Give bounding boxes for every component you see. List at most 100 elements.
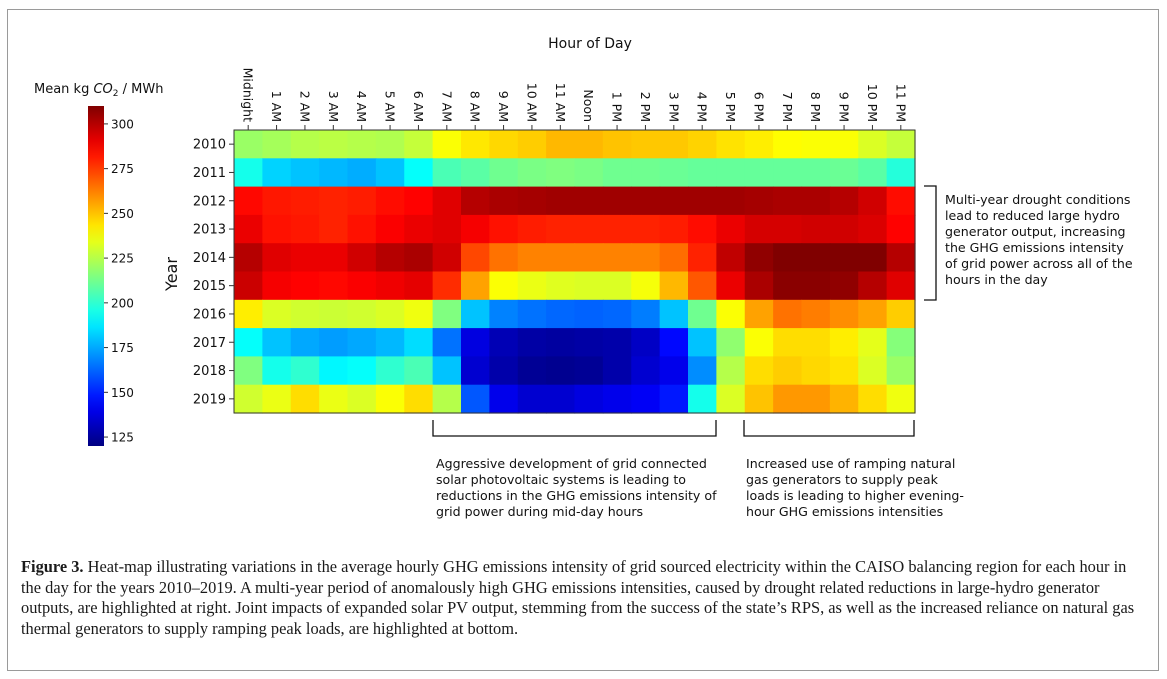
heatmap-cell bbox=[886, 214, 916, 244]
colorbar-tick-label: 150 bbox=[111, 386, 134, 400]
heatmap-cell bbox=[290, 271, 320, 301]
heatmap-cell bbox=[801, 243, 831, 273]
heatmap-cell bbox=[801, 384, 831, 414]
heatmap-cell bbox=[886, 271, 916, 301]
heatmap-cell bbox=[744, 356, 774, 386]
heatmap-cell bbox=[517, 158, 547, 188]
heatmap-cell bbox=[461, 328, 490, 357]
x-tick-label: 6 AM bbox=[411, 91, 426, 122]
heatmap-cell bbox=[801, 214, 831, 244]
heatmap-cell bbox=[546, 186, 576, 216]
x-tick-label: 11 PM bbox=[893, 84, 908, 122]
heatmap-cell bbox=[574, 328, 604, 357]
colorbar-title-sub: 2 bbox=[113, 89, 119, 99]
heatmap-cell bbox=[234, 299, 263, 329]
heatmap-cell bbox=[290, 243, 320, 273]
heatmap-cell bbox=[404, 214, 434, 244]
annotation-right-line: of grid power across all of the bbox=[945, 256, 1133, 271]
bottom-left-bracket bbox=[432, 420, 717, 437]
heatmap-cell bbox=[375, 130, 405, 159]
x-tick-label: 10 AM bbox=[524, 83, 539, 122]
heatmap-cell bbox=[659, 130, 689, 159]
heatmap-cell bbox=[858, 299, 888, 329]
heatmap-cell bbox=[432, 328, 462, 357]
heatmap-cell bbox=[404, 299, 434, 329]
x-tick-label: 5 AM bbox=[383, 91, 398, 122]
heatmap-cell bbox=[574, 271, 604, 301]
heatmap-cell bbox=[829, 271, 859, 301]
heatmap-cell bbox=[347, 214, 377, 244]
annotation-bottom-left-line: grid power during mid-day hours bbox=[436, 504, 643, 519]
heatmap-cell bbox=[886, 384, 916, 414]
right-bracket bbox=[924, 185, 937, 301]
heatmap-cell bbox=[404, 158, 434, 188]
heatmap-cell bbox=[517, 384, 547, 414]
x-tick-label: Noon bbox=[581, 89, 596, 122]
heatmap-cell bbox=[319, 356, 349, 386]
annotation-bottom-right-line: hour GHG emissions intensities bbox=[746, 504, 943, 519]
heatmap-cell bbox=[602, 328, 632, 357]
heatmap-cell bbox=[716, 271, 746, 301]
heatmap-cell bbox=[262, 384, 292, 414]
heatmap-cell bbox=[347, 356, 377, 386]
heatmap-cell bbox=[517, 243, 547, 273]
heatmap-cell bbox=[489, 243, 519, 273]
heatmap-cell bbox=[489, 186, 519, 216]
heatmap-cell bbox=[546, 214, 576, 244]
heatmap-cell bbox=[886, 158, 916, 188]
heatmap-cell bbox=[858, 356, 888, 386]
heatmap-cell bbox=[716, 328, 746, 357]
colorbar-title-prefix: Mean kg bbox=[34, 82, 93, 97]
heatmap-cell bbox=[461, 299, 490, 329]
colorbar-tick-label: 250 bbox=[111, 207, 134, 221]
heatmap-cell bbox=[290, 130, 320, 159]
heatmap-cell bbox=[574, 214, 604, 244]
heatmap-cell bbox=[347, 299, 377, 329]
heatmap-cell bbox=[375, 186, 405, 216]
heatmap-cell bbox=[489, 299, 519, 329]
y-tick-label: 2019 bbox=[193, 392, 226, 407]
heatmap-cell bbox=[574, 356, 604, 386]
heatmap-cell bbox=[602, 384, 632, 414]
heatmap-cell bbox=[716, 186, 746, 216]
heatmap-cell bbox=[886, 356, 916, 386]
heatmap-cell bbox=[688, 328, 717, 357]
heatmap-cell bbox=[319, 214, 349, 244]
heatmap-cell bbox=[659, 299, 689, 329]
x-axis-title: Hour of Day bbox=[548, 36, 632, 52]
heatmap-cell bbox=[290, 356, 320, 386]
caption-label: Figure 3. bbox=[21, 557, 84, 576]
heatmap-cell bbox=[546, 356, 576, 386]
heatmap-cell bbox=[517, 328, 547, 357]
heatmap-cell bbox=[234, 130, 263, 159]
heatmap-cell bbox=[602, 130, 632, 159]
bottom-right-bracket bbox=[743, 420, 915, 437]
heatmap-cell bbox=[773, 130, 803, 159]
heatmap-cell bbox=[659, 186, 689, 216]
annotation-bottom-left-line: Aggressive development of grid connected bbox=[436, 456, 707, 471]
heatmap-cell bbox=[347, 186, 377, 216]
heatmap-cell bbox=[262, 186, 292, 216]
heatmap-cell bbox=[744, 384, 774, 414]
heatmap-cell bbox=[801, 271, 831, 301]
annotation-right: Multi-year drought conditions lead to re… bbox=[945, 192, 1133, 287]
y-tick-label: 2016 bbox=[193, 307, 226, 322]
heatmap-cell bbox=[404, 186, 434, 216]
heatmap-cell bbox=[602, 243, 632, 273]
y-tick-label: 2014 bbox=[193, 251, 226, 266]
annotation-right-line: Multi-year drought conditions bbox=[945, 192, 1131, 207]
heatmap-cell bbox=[546, 158, 576, 188]
heatmap-cell bbox=[631, 328, 661, 357]
heatmap-cell bbox=[801, 186, 831, 216]
heatmap-cell bbox=[347, 271, 377, 301]
heatmap-cell bbox=[829, 130, 859, 159]
annotation-right-line: lead to reduced large hydro bbox=[945, 208, 1120, 223]
heatmap-cell bbox=[829, 158, 859, 188]
heatmap-cell bbox=[744, 130, 774, 159]
heatmap-cell bbox=[688, 214, 717, 244]
colorbar-tick-label: 200 bbox=[111, 296, 134, 310]
heatmap-cell bbox=[631, 271, 661, 301]
heatmap-cell bbox=[234, 214, 263, 244]
heatmap-cell bbox=[489, 158, 519, 188]
heatmap-cell bbox=[858, 243, 888, 273]
